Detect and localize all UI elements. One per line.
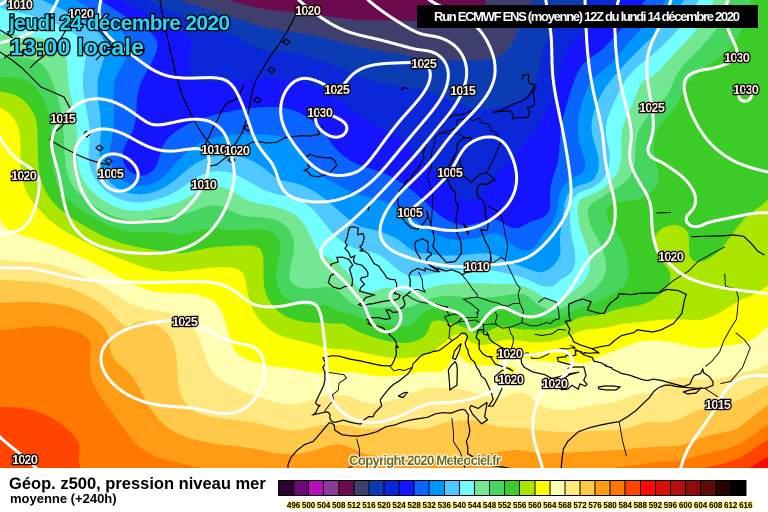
svg-text:576: 576 xyxy=(588,501,602,510)
svg-text:612: 612 xyxy=(724,501,738,510)
svg-text:jeudi 24 décembre 2020: jeudi 24 décembre 2020 xyxy=(8,12,230,35)
svg-text:512: 512 xyxy=(347,501,361,510)
svg-text:1030: 1030 xyxy=(307,105,333,120)
svg-text:600: 600 xyxy=(679,501,693,510)
svg-text:1005: 1005 xyxy=(397,205,423,220)
svg-text:1020: 1020 xyxy=(68,6,94,21)
svg-text:Géop. z500, pression niveau me: Géop. z500, pression niveau mer xyxy=(9,475,266,493)
svg-text:584: 584 xyxy=(619,501,633,510)
svg-text:524: 524 xyxy=(392,501,406,510)
svg-text:532: 532 xyxy=(423,501,437,510)
svg-text:516: 516 xyxy=(362,501,376,510)
svg-text:1005: 1005 xyxy=(98,166,124,181)
svg-text:1025: 1025 xyxy=(172,314,198,329)
svg-text:1020: 1020 xyxy=(497,346,523,361)
svg-text:Copyright 2020 Meteociel.fr: Copyright 2020 Meteociel.fr xyxy=(349,453,502,468)
svg-text:592: 592 xyxy=(649,501,663,510)
svg-text:556: 556 xyxy=(513,501,527,510)
svg-text:1025: 1025 xyxy=(411,56,437,71)
svg-text:1025: 1025 xyxy=(639,100,665,115)
svg-text:580: 580 xyxy=(603,501,617,510)
svg-text:588: 588 xyxy=(634,501,648,510)
svg-text:616: 616 xyxy=(739,501,753,510)
svg-text:1020: 1020 xyxy=(658,249,684,264)
svg-text:500: 500 xyxy=(302,501,316,510)
svg-text:496: 496 xyxy=(287,501,301,510)
svg-text:1020: 1020 xyxy=(224,143,250,158)
svg-text:1010: 1010 xyxy=(191,177,217,192)
svg-text:1010: 1010 xyxy=(464,259,490,274)
svg-text:544: 544 xyxy=(468,501,482,510)
svg-text:528: 528 xyxy=(408,501,422,510)
svg-text:Run ECMWF ENS (moyenne) 12Z du: Run ECMWF ENS (moyenne) 12Z du lundi 14 … xyxy=(434,9,740,24)
svg-text:504: 504 xyxy=(317,501,331,510)
svg-text:520: 520 xyxy=(377,501,391,510)
svg-text:560: 560 xyxy=(528,501,542,510)
svg-text:1020: 1020 xyxy=(11,168,37,183)
svg-text:1030: 1030 xyxy=(724,50,750,65)
svg-text:1020: 1020 xyxy=(498,372,524,387)
svg-text:1025: 1025 xyxy=(324,82,350,97)
svg-text:1010: 1010 xyxy=(201,142,227,157)
svg-text:moyenne (+240h): moyenne (+240h) xyxy=(10,491,117,506)
svg-text:604: 604 xyxy=(694,501,708,510)
svg-text:1015: 1015 xyxy=(705,397,731,412)
svg-text:564: 564 xyxy=(543,501,557,510)
svg-text:1010: 1010 xyxy=(7,0,33,12)
svg-text:596: 596 xyxy=(664,501,678,510)
svg-text:1020: 1020 xyxy=(12,452,38,467)
svg-text:548: 548 xyxy=(483,501,497,510)
svg-text:568: 568 xyxy=(558,501,572,510)
svg-text:1015: 1015 xyxy=(50,111,76,126)
svg-text:540: 540 xyxy=(453,501,467,510)
svg-text:572: 572 xyxy=(573,501,587,510)
svg-text:536: 536 xyxy=(438,501,452,510)
svg-text:13:00 locale: 13:00 locale xyxy=(10,34,144,60)
svg-text:1020: 1020 xyxy=(542,376,568,391)
svg-text:1015: 1015 xyxy=(450,83,476,98)
svg-text:608: 608 xyxy=(709,501,723,510)
svg-text:1020: 1020 xyxy=(295,3,321,18)
svg-text:508: 508 xyxy=(332,501,346,510)
svg-text:1005: 1005 xyxy=(437,165,463,180)
svg-text:1030: 1030 xyxy=(733,82,759,97)
svg-text:552: 552 xyxy=(498,501,512,510)
